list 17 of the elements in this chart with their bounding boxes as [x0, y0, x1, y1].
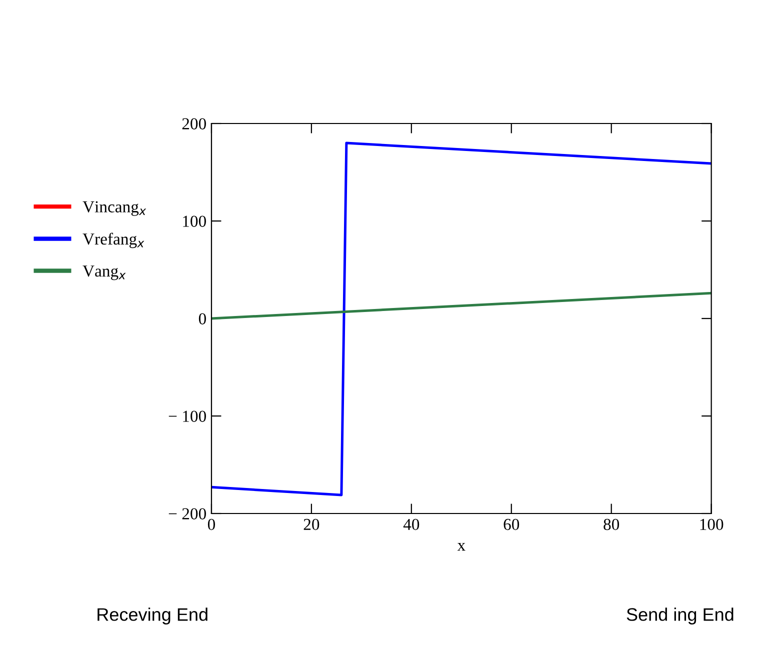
x-tick-label: 100 — [700, 518, 724, 530]
y-tick-label: 100 — [183, 216, 206, 227]
y-tick-label: 200 — [182, 118, 206, 130]
x-tick-label: 40 — [403, 518, 420, 530]
x-tick-label: 20 — [304, 518, 320, 530]
text: Send ing End — [626, 608, 734, 624]
y-tick-label: 0 — [198, 313, 206, 324]
legend-label: Vrefang$_{x}$ — [82, 232, 144, 248]
y-tick-label: − 100 — [168, 410, 206, 422]
legend-label: Vang$_{x}$ — [82, 266, 126, 280]
text: Receving End — [98, 608, 208, 624]
y-tick-label: − 200 — [168, 508, 206, 520]
x-tick-label: 0 — [208, 518, 216, 530]
x-tick-label: 60 — [504, 518, 520, 530]
x-axis-title: x — [457, 542, 466, 551]
legend-label: Vincang$_{x}$ — [82, 201, 146, 216]
x-tick-label: 80 — [604, 518, 620, 530]
